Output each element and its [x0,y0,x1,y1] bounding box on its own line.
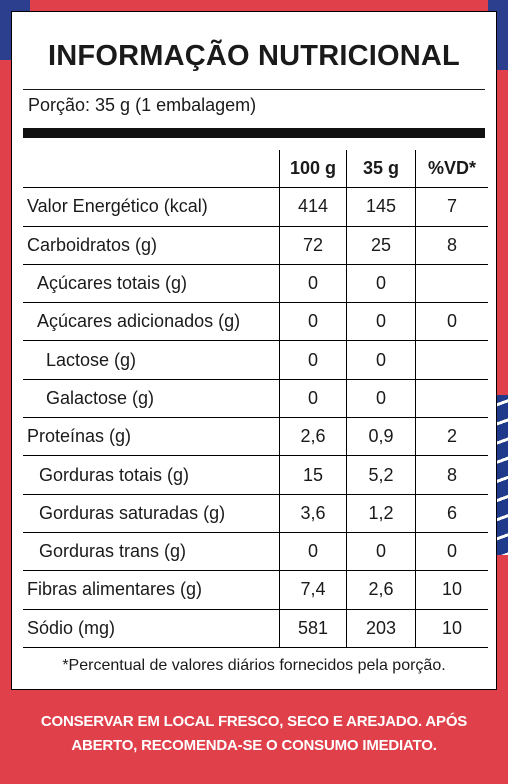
value-daily-percent: 8 [415,225,488,265]
table-row: Valor Energético (kcal) 414 145 7 [23,187,488,227]
nutrient-name: Fibras alimentares (g) [23,570,280,610]
value-per-100g: 0 [279,340,347,380]
value-daily-percent: 0 [415,302,488,341]
value-daily-percent: 7 [415,187,488,227]
value-per-100g: 7,4 [279,570,347,610]
value-per-portion: 25 [346,225,416,265]
value-per-100g: 581 [279,608,347,648]
nutrient-name: Gorduras trans (g) [23,531,280,571]
value-daily-percent: 8 [415,455,488,495]
value-per-100g: 72 [279,225,347,265]
table-row: Gorduras saturadas (g) 3,6 1,2 6 [23,493,488,533]
value-daily-percent: 6 [415,493,488,533]
portion-size: Porção: 35 g (1 embalagem) [28,95,257,115]
table-row: Galactose (g) 0 0 [23,378,488,418]
storage-line-1: CONSERVAR EM LOCAL FRESCO, SECO E AREJAD… [40,713,468,730]
value-per-100g: 0 [279,378,347,418]
table-row: Gorduras totais (g) 15 5,2 8 [23,455,488,495]
value-per-portion: 0 [346,263,416,303]
table-row: Carboidratos (g) 72 25 8 [23,225,488,265]
value-per-100g: 2,6 [279,417,347,456]
nutrient-name: Gorduras totais (g) [23,455,280,495]
value-daily-percent: 0 [415,531,488,571]
thick-divider [23,128,485,138]
nutrient-name: Sódio (mg) [23,608,280,648]
header-empty-cell [23,150,280,188]
nutrient-name: Açúcares adicionados (g) [23,302,280,341]
nutrient-name: Açúcares totais (g) [23,263,280,303]
header-per-100g: 100 g [279,150,347,188]
value-per-portion: 0 [346,302,416,341]
value-per-portion: 1,2 [346,493,416,533]
value-per-portion: 0 [346,531,416,571]
table-row: Açúcares totais (g) 0 0 [23,263,488,303]
value-daily-percent [415,340,488,380]
table-row: Gorduras trans (g) 0 0 0 [23,531,488,571]
table-row: Lactose (g) 0 0 [23,340,488,380]
value-daily-percent [415,263,488,303]
value-per-portion: 0 [346,378,416,418]
nutrient-name: Galactose (g) [23,378,280,418]
panel-title: INFORMAÇÃO NUTRICIONAL [48,40,460,72]
nutrition-facts-panel: INFORMAÇÃO NUTRICIONAL Porção: 35 g (1 e… [11,11,497,690]
value-per-portion: 5,2 [346,455,416,495]
value-daily-percent [415,378,488,418]
background-stripe-decoration [496,395,508,555]
table-row: Sódio (mg) 581 203 10 [23,608,488,648]
value-per-100g: 414 [279,187,347,227]
table-header-row: 100 g 35 g %VD* [23,150,488,188]
header-per-portion: 35 g [346,150,416,188]
storage-line-2: ABERTO, RECOMENDA-SE O CONSUMO IMEDIATO. [71,737,437,754]
value-per-100g: 15 [279,455,347,495]
table-row: Proteínas (g) 2,6 0,9 2 [23,417,488,456]
title-divider [23,89,485,90]
value-per-portion: 145 [346,187,416,227]
value-daily-percent: 2 [415,417,488,456]
nutrition-table: 100 g 35 g %VD* Valor Energético (kcal) … [23,150,488,648]
nutrient-name: Lactose (g) [23,340,280,380]
value-per-100g: 3,6 [279,493,347,533]
value-per-portion: 0 [346,340,416,380]
daily-value-footnote: *Percentual de valores diários fornecido… [62,657,446,674]
value-daily-percent: 10 [415,570,488,610]
nutrient-name: Carboidratos (g) [23,225,280,265]
header-daily-value: %VD* [415,150,488,188]
storage-instructions: CONSERVAR EM LOCAL FRESCO, SECO E AREJAD… [0,710,508,758]
nutrient-name: Valor Energético (kcal) [23,187,280,227]
value-per-100g: 0 [279,263,347,303]
value-daily-percent: 10 [415,608,488,648]
value-per-portion: 0,9 [346,417,416,456]
table-row: Fibras alimentares (g) 7,4 2,6 10 [23,570,488,610]
value-per-portion: 2,6 [346,570,416,610]
nutrient-name: Gorduras saturadas (g) [23,493,280,533]
value-per-100g: 0 [279,302,347,341]
table-row: Açúcares adicionados (g) 0 0 0 [23,302,488,341]
value-per-100g: 0 [279,531,347,571]
value-per-portion: 203 [346,608,416,648]
nutrient-name: Proteínas (g) [23,417,280,456]
